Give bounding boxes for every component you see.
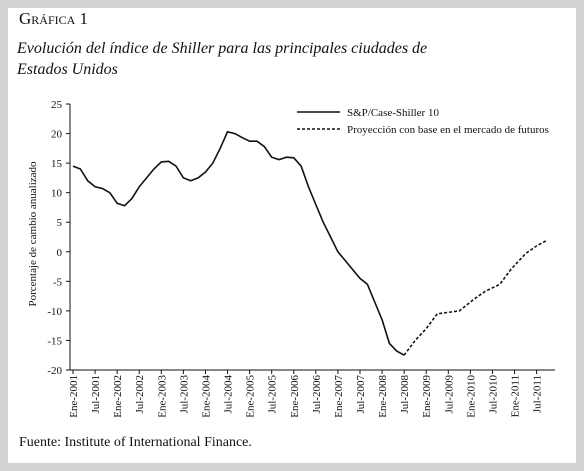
legend-label: Proyección con base en el mercado de fut… [347, 124, 549, 136]
y-tick-label: -10 [47, 306, 62, 318]
frame [8, 8, 576, 463]
x-tick-label: Jul-2008 [399, 375, 411, 414]
y-tick-label: 25 [51, 99, 63, 111]
x-tick-label: Jul-2004 [223, 375, 235, 414]
x-tick-label: Ene-2004 [200, 375, 212, 418]
y-tick-label: 15 [51, 158, 63, 170]
source: Fuente: Institute of International Finan… [19, 435, 252, 450]
x-tick-label: Jul-2011 [532, 375, 544, 413]
x-tick-label: Jul-2006 [311, 375, 323, 414]
x-tick-label: Ene-2008 [377, 375, 389, 418]
x-tick-label: Ene-2009 [421, 375, 433, 418]
y-tick-label: 0 [57, 247, 63, 259]
x-tick-label: Jul-2002 [134, 375, 146, 414]
y-tick-label: -15 [47, 335, 62, 347]
x-tick-label: Ene-2011 [510, 375, 522, 417]
y-tick-label: -5 [53, 276, 63, 288]
x-tick-label: Ene-2005 [245, 375, 257, 418]
title: Gráfica 1 [19, 9, 88, 28]
series-line [72, 130, 405, 356]
x-tick-label: Ene-2001 [68, 375, 80, 418]
x-tick-label: Jul-2005 [267, 375, 279, 414]
x-tick-label: Ene-2002 [112, 375, 124, 418]
y-tick-label: 5 [57, 217, 63, 229]
x-tick-label: Ene-2010 [465, 375, 477, 418]
x-tick-label: Jul-2003 [178, 375, 190, 414]
x-tick-label: Jul-2007 [355, 375, 367, 414]
subtitle-box: Evolución del índice de Shiller para las… [17, 40, 428, 78]
y-tick-label: -20 [47, 365, 62, 377]
series-line [403, 239, 548, 356]
subtitle: Evolución del índice de Shiller para las… [17, 40, 428, 78]
legend-label: S&P/Case-Shiller 10 [347, 107, 439, 119]
x-tick-label: Ene-2007 [333, 375, 345, 418]
x-tick-label: Ene-2006 [289, 375, 301, 418]
y-tick-label: 10 [51, 188, 63, 200]
x-tick-label: Ene-2003 [156, 375, 168, 418]
x-tick-label: Jul-2001 [90, 375, 102, 414]
y-tick-label: 20 [51, 129, 63, 141]
x-tick-label: Jul-2009 [443, 375, 455, 414]
x-tick-label: Jul-2010 [487, 375, 499, 414]
y-axis-label: Porcentaje de cambio anualizado [27, 161, 39, 307]
